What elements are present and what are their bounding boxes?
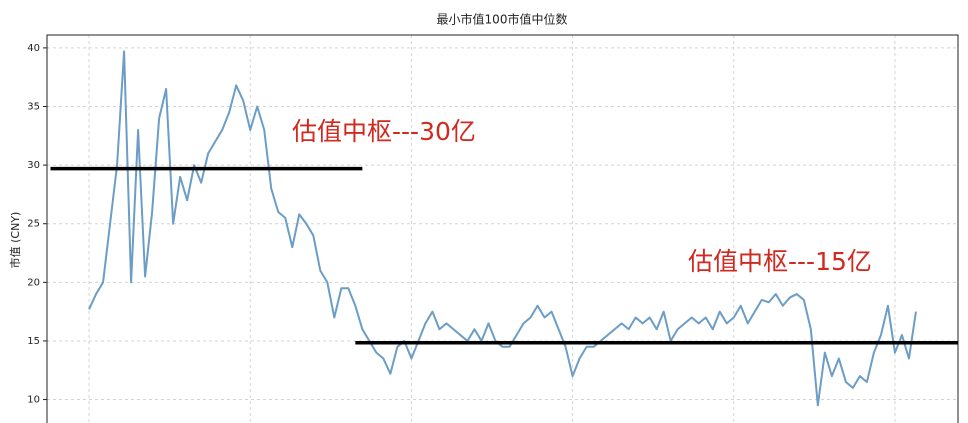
y-tick-label: 25 <box>27 219 40 230</box>
data-line <box>88 50 917 407</box>
y-axis-label: 市值 (CNY) <box>8 212 22 269</box>
y-tick-label: 30 <box>27 160 40 171</box>
chart-title: 最小市值100市值中位数 <box>437 12 568 27</box>
y-tick-label: 35 <box>27 102 40 113</box>
annotation: 估值中枢---30亿 <box>292 117 476 146</box>
y-tick-label: 20 <box>27 277 40 288</box>
axis-frame <box>46 34 959 423</box>
y-tick-label: 40 <box>27 43 40 54</box>
annotation: 估值中枢---15亿 <box>688 247 872 276</box>
y-tick-label: 15 <box>27 336 40 347</box>
y-tick-label: 10 <box>27 395 40 406</box>
